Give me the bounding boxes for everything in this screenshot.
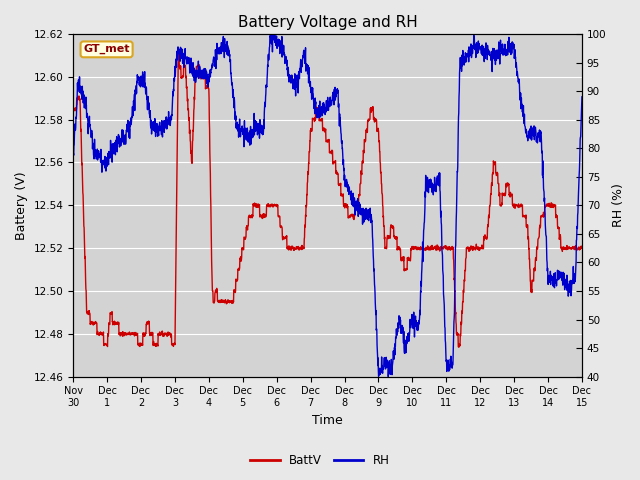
RH xyxy=(317,108,324,114)
BattV xyxy=(564,245,572,251)
BattV xyxy=(175,51,182,57)
RH xyxy=(564,281,572,287)
RH xyxy=(578,94,586,100)
Text: GT_met: GT_met xyxy=(83,44,130,55)
BattV xyxy=(69,104,77,110)
RH xyxy=(385,374,392,380)
BattV xyxy=(95,331,103,336)
BattV xyxy=(317,118,324,124)
RH xyxy=(69,157,77,163)
BattV xyxy=(303,180,311,186)
X-axis label: Time: Time xyxy=(312,414,343,427)
Line: RH: RH xyxy=(73,34,582,377)
RH xyxy=(303,62,311,68)
Legend: BattV, RH: BattV, RH xyxy=(246,449,394,472)
RH xyxy=(270,31,278,37)
BattV xyxy=(470,245,478,251)
Y-axis label: RH (%): RH (%) xyxy=(612,183,625,227)
RH xyxy=(95,154,103,159)
BattV xyxy=(578,246,586,252)
Title: Battery Voltage and RH: Battery Voltage and RH xyxy=(237,15,417,30)
Line: BattV: BattV xyxy=(73,54,582,347)
Y-axis label: Battery (V): Battery (V) xyxy=(15,171,28,240)
BattV xyxy=(564,246,572,252)
BattV xyxy=(454,344,462,350)
RH xyxy=(564,285,572,290)
RH xyxy=(470,34,478,40)
